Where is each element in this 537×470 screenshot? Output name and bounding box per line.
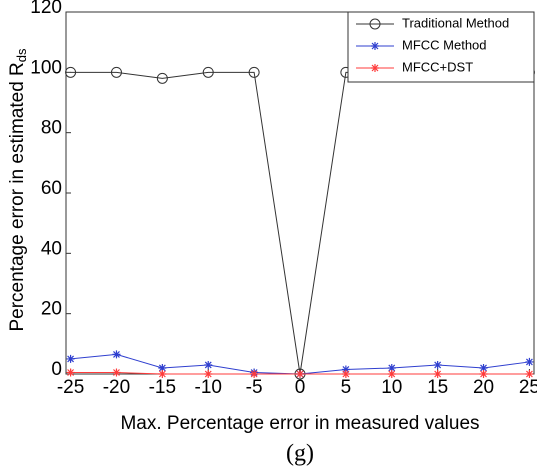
y-tick-label: 80 <box>41 118 62 139</box>
data-point <box>250 370 259 378</box>
y-axis-label-main: Percentage error in estimated R <box>7 62 28 331</box>
y-tick-label: 40 <box>41 238 62 259</box>
data-point <box>202 66 214 78</box>
data-point <box>65 66 77 78</box>
data-point <box>433 360 442 369</box>
x-tick-label: 15 <box>427 377 448 398</box>
x-tick-label: 5 <box>341 377 352 398</box>
caption: (g) <box>286 441 314 467</box>
data-point <box>296 370 304 378</box>
y-tick-label: 20 <box>41 299 62 320</box>
data-point <box>112 368 121 377</box>
data-point <box>110 66 122 78</box>
x-tick-label: -25 <box>57 377 84 398</box>
x-tick-label: 25 <box>519 377 537 398</box>
data-point <box>204 360 213 369</box>
data-point <box>158 363 167 372</box>
legend-marker <box>371 42 379 50</box>
legend-label: MFCC+DST <box>402 59 473 74</box>
data-point <box>158 370 167 378</box>
data-point <box>248 66 260 78</box>
data-point <box>66 368 75 377</box>
x-tick-label: -10 <box>195 377 222 398</box>
data-point <box>525 370 534 378</box>
x-axis-label: Max. Percentage error in measured values <box>120 413 479 434</box>
data-point <box>341 365 350 374</box>
data-point <box>387 370 396 378</box>
series-line <box>70 71 530 375</box>
x-tick-label: 20 <box>473 377 494 398</box>
data-point <box>341 370 350 378</box>
data-point <box>433 370 442 378</box>
y-tick-label: 60 <box>41 178 62 199</box>
legend-label: Traditional Method <box>402 15 509 30</box>
x-tick-label: -20 <box>103 377 130 398</box>
data-point <box>479 370 488 378</box>
x-tick-label: 10 <box>381 377 402 398</box>
legend-marker <box>369 18 381 30</box>
data-point <box>525 357 534 366</box>
legend-label: MFCC Method <box>402 37 487 52</box>
data-point <box>112 350 121 359</box>
data-point <box>479 363 488 372</box>
y-tick-label: 100 <box>30 57 62 78</box>
data-point <box>204 370 213 378</box>
x-tick-label: -15 <box>149 377 176 398</box>
y-axis-label-sub: ds <box>14 48 29 62</box>
y-axis-label: Percentage error in estimated Rds <box>7 48 29 332</box>
legend-marker <box>371 64 379 72</box>
data-point <box>156 72 168 84</box>
data-point <box>66 354 75 363</box>
data-point <box>387 363 396 372</box>
x-tick-label: -5 <box>246 377 263 398</box>
y-tick-label: 0 <box>51 359 62 380</box>
x-tick-label: 0 <box>295 377 306 398</box>
y-tick-label: 120 <box>30 0 62 18</box>
